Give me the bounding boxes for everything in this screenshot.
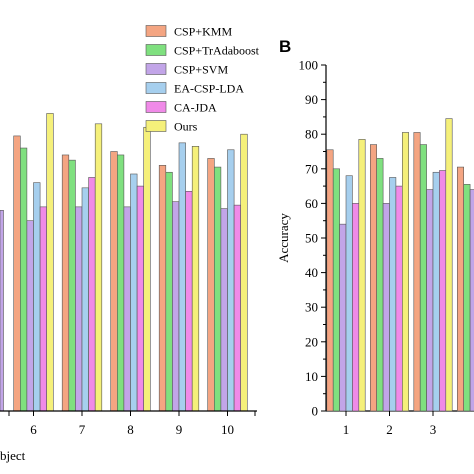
legend-swatch bbox=[145, 120, 167, 132]
bar-ours-10 bbox=[240, 133, 248, 412]
x-tick-label: 9 bbox=[176, 422, 183, 437]
bar-csp-tradaboost-6 bbox=[19, 147, 28, 412]
bar-csp-svm-6 bbox=[26, 220, 34, 412]
panel-b-y-axis-label: Accuracy bbox=[276, 213, 291, 263]
bar-csp-tradaboost-10 bbox=[214, 166, 222, 412]
x-tick-label: 7 bbox=[79, 422, 86, 437]
bar-csp-tradaboost-7 bbox=[68, 159, 76, 412]
y-tick-label: 100 bbox=[299, 58, 319, 73]
bar-csp-svm-10 bbox=[220, 208, 228, 412]
bar-ca-jda-9 bbox=[185, 190, 193, 412]
bar-ea-csp-lda-3 bbox=[432, 171, 440, 412]
bar-csp-kmm-7 bbox=[61, 154, 70, 412]
y-tick-label: 50 bbox=[305, 231, 318, 246]
y-tick-label: 30 bbox=[305, 300, 318, 315]
bar-ca-jda-1 bbox=[352, 203, 360, 412]
panel-b-chart: 0 10 20 30 40 50 60 70 80 90 100 1 2 3 bbox=[299, 58, 474, 437]
bar-csp-svm-2 bbox=[382, 203, 390, 412]
y-tick-label: 10 bbox=[305, 369, 318, 384]
bar-partial-group bbox=[469, 189, 474, 412]
bar-ea-csp-lda-6 bbox=[33, 182, 41, 412]
y-tick-label: 40 bbox=[305, 265, 318, 280]
y-tick-label: 80 bbox=[305, 127, 318, 142]
bar-csp-tradaboost-3 bbox=[419, 144, 427, 412]
legend-swatch bbox=[145, 101, 167, 113]
x-tick-label: 3 bbox=[430, 422, 437, 437]
bar-ea-csp-lda-9 bbox=[178, 142, 186, 412]
bar-csp-svm-9 bbox=[172, 201, 180, 412]
y-tick-label: 90 bbox=[305, 92, 318, 107]
bar-ours-6 bbox=[46, 113, 54, 412]
bar-csp-kmm-10 bbox=[207, 158, 215, 412]
bar-ca-jda-2 bbox=[395, 185, 403, 412]
y-tick-label: 60 bbox=[305, 196, 318, 211]
bar-partial-group bbox=[456, 166, 464, 412]
bar-csp-tradaboost-8 bbox=[117, 154, 125, 412]
legend-swatch bbox=[145, 63, 167, 75]
x-tick-label: 10 bbox=[221, 422, 234, 437]
bar-csp-tradaboost-2 bbox=[376, 158, 384, 412]
bar-ours-9 bbox=[191, 146, 200, 412]
bar-csp-svm-3 bbox=[426, 189, 434, 412]
legend-swatch bbox=[145, 82, 167, 94]
legend-label: CA-JDA bbox=[174, 101, 217, 115]
bar-ea-csp-lda-8 bbox=[130, 173, 138, 412]
y-tick-label: 70 bbox=[305, 161, 318, 176]
bar-ea-csp-lda-10 bbox=[227, 149, 235, 412]
bar-ea-csp-lda-1 bbox=[345, 175, 353, 412]
bar-csp-kmm-9 bbox=[158, 165, 167, 412]
x-tick-label: 8 bbox=[127, 422, 134, 437]
legend-label: CSP+KMM bbox=[174, 25, 232, 39]
bar-csp-kmm-8 bbox=[110, 151, 118, 412]
bar-ca-jda-3 bbox=[439, 170, 447, 412]
bar-csp-tradaboost-9 bbox=[165, 171, 173, 412]
legend: CSP+KMM CSP+TrAdaboost CSP+SVM EA-CSP-LDA CA… bbox=[145, 25, 260, 134]
x-tick-label: 6 bbox=[30, 422, 37, 437]
bar-ea-csp-lda-7 bbox=[81, 187, 89, 412]
legend-swatch bbox=[145, 25, 167, 37]
x-tick-label: 2 bbox=[386, 422, 393, 437]
bar-ours-8 bbox=[143, 126, 151, 412]
bar-ea-csp-lda-2 bbox=[389, 177, 397, 412]
bar-csp-svm-7 bbox=[75, 206, 83, 412]
y-tick-label: 0 bbox=[312, 404, 319, 419]
bar-ours-7 bbox=[94, 123, 103, 412]
bar-csp-kmm-3 bbox=[413, 132, 421, 412]
bar-csp-svm-1 bbox=[339, 223, 347, 412]
legend-label: CSP+TrAdaboost bbox=[174, 44, 260, 58]
bar-csp-tradaboost-1 bbox=[332, 168, 340, 412]
panel-a-x-axis-label: bject bbox=[0, 448, 26, 463]
bar-ca-jda-6 bbox=[39, 206, 47, 412]
x-tick-label: 1 bbox=[343, 422, 350, 437]
legend-label: CSP+SVM bbox=[174, 63, 228, 77]
bar-csp-kmm-2 bbox=[369, 144, 377, 412]
bar-csp-svm-8 bbox=[123, 206, 131, 412]
bar-ca-jda-10 bbox=[233, 204, 242, 412]
panel-a-chart: 6 7 8 9 10 bbox=[0, 113, 257, 437]
bar-partial-group bbox=[463, 184, 471, 412]
bar-csp-svm-partial bbox=[0, 210, 4, 412]
legend-swatch bbox=[145, 44, 167, 56]
bar-csp-kmm-6 bbox=[13, 135, 21, 412]
bar-ours-3 bbox=[445, 118, 453, 412]
y-tick-label: 20 bbox=[305, 334, 318, 349]
bar-ours-2 bbox=[401, 132, 409, 412]
legend-label: Ours bbox=[174, 120, 198, 134]
bar-ours-1 bbox=[358, 139, 366, 412]
bar-csp-kmm-1 bbox=[326, 149, 334, 412]
bar-ca-jda-7 bbox=[88, 177, 96, 412]
legend-label: EA-CSP-LDA bbox=[174, 82, 244, 96]
bar-ca-jda-8 bbox=[136, 185, 145, 412]
panel-b-label: B bbox=[279, 37, 291, 56]
